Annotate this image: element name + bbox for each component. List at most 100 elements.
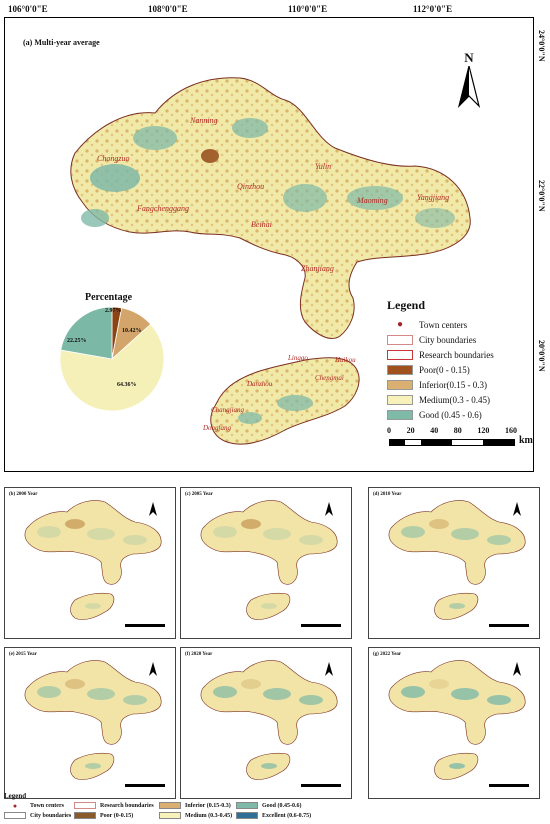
scale-unit: km <box>519 435 533 446</box>
longitude-label-108: 108°0'0"E <box>148 4 188 14</box>
inferior-swatch <box>159 802 181 809</box>
percentage-pie-chart <box>59 306 165 412</box>
city-label-maoming: Maoming <box>357 196 388 205</box>
city-label-haikou: Haikou <box>335 356 356 364</box>
city-label-dongfang: Dongfang <box>203 424 231 432</box>
city-label-zhanjiang: Zhanjiang <box>301 264 334 273</box>
city-label-nanning: Nanning <box>190 116 218 125</box>
medium-swatch <box>387 394 413 405</box>
year-map <box>388 500 529 627</box>
pie-slice-medium <box>59 323 165 412</box>
north-label: N <box>464 50 474 65</box>
longitude-label-112: 112°0'0"E <box>413 4 453 14</box>
legend-item-label: Medium(0.3 - 0.45) <box>419 394 490 405</box>
pie-label-poor: 2.97% <box>105 308 122 314</box>
pie-label-inferior: 10.42% <box>122 328 142 334</box>
north-arrow-icon <box>457 65 481 108</box>
year-map-panel: (d) 2010 Year <box>368 487 540 639</box>
bottom-legend-excellent: Excellent (0.6-0.75) <box>236 812 311 819</box>
year-map-panel: (g) 2022 Year <box>368 647 540 799</box>
city-label-danzhou: Danzhou <box>247 380 273 388</box>
bottom-legend-label: Inferior (0.15-0.3) <box>185 802 231 809</box>
legend-item-label: City boundaries <box>419 334 477 345</box>
year-map <box>200 500 341 627</box>
longitude-label-106: 106°0'0"E <box>8 4 48 14</box>
excellent-swatch <box>236 812 258 819</box>
scale-bar: 0 20 40 80 120 160 km <box>387 426 533 452</box>
bottom-legend-good: Good (0.45-0.6) <box>236 802 302 809</box>
city-boundary-swatch <box>4 812 26 819</box>
north-arrow: N <box>457 50 481 110</box>
scale-tick-40: 40 <box>430 426 439 435</box>
inferior-swatch <box>387 379 413 390</box>
year-map-title: (c) 2005 Year <box>185 492 213 497</box>
latitude-label-20: 20°0'0"N <box>537 340 546 372</box>
year-map <box>388 660 529 787</box>
legend-item-poor: Poor(0 - 0.15) <box>387 362 531 377</box>
legend-item-label: Good (0.45 - 0.6) <box>419 409 482 420</box>
city-label-yangjiang: Yangjiang <box>417 193 450 202</box>
year-map <box>24 660 165 787</box>
good-swatch <box>236 802 258 809</box>
bottom-legend-town-centers: ● Town centers <box>4 802 64 810</box>
pie-label-good: 22.25% <box>67 338 87 344</box>
legend-item-label: Research boundaries <box>419 349 494 360</box>
pie-slice-good <box>60 306 113 360</box>
legend-item-good: Good (0.45 - 0.6) <box>387 407 531 422</box>
year-map-title: (d) 2010 Year <box>373 492 402 497</box>
bottom-legend-label: Town centers <box>30 803 64 809</box>
legend-item-medium: Medium(0.3 - 0.45) <box>387 392 531 407</box>
main-legend: Legend ● Town centers City boundaries Re… <box>387 298 533 452</box>
city-label-chongzuo: Chongzuo <box>97 154 130 163</box>
bottom-legend-title: Legend <box>4 792 27 800</box>
research-boundary-swatch <box>74 802 96 809</box>
year-map-panel: (e) 2015 Year <box>4 647 176 799</box>
city-label-beihai: Beihai <box>251 220 272 229</box>
scale-tick-80: 80 <box>453 426 462 435</box>
pie-title: Percentage <box>85 292 133 303</box>
year-map-panel: (c) 2005 Year <box>180 487 352 639</box>
poor-swatch <box>387 364 413 375</box>
city-label-lingao: Lingao <box>288 354 308 362</box>
city-label-qinzhou: Qinzhou <box>237 182 265 191</box>
bottom-legend-research-boundaries: Research boundaries <box>74 802 154 809</box>
latitude-label-24: 24°0'0"N <box>537 30 546 62</box>
year-map <box>200 660 341 787</box>
legend-item-label: Town centers <box>419 319 468 330</box>
town-center-dot-icon: ● <box>396 319 404 330</box>
year-map <box>24 500 165 627</box>
year-map-title: (e) 2015 Year <box>9 652 37 657</box>
research-boundary-swatch <box>387 349 413 360</box>
latitude-label-22: 22°0'0"N <box>537 180 546 212</box>
bottom-legend-medium: Medium (0.3-0.45) <box>159 812 232 819</box>
city-boundary-swatch <box>387 334 413 345</box>
bottom-legend-label: City boundaries <box>30 812 72 819</box>
bottom-legend-inferior: Inferior (0.15-0.3) <box>159 802 231 809</box>
city-label-changjiang: Changjiang <box>211 406 245 414</box>
year-map-title: (b) 2000 Year <box>9 492 38 497</box>
city-label-chengmai: Chengmai <box>315 374 344 382</box>
main-panel-title: (a) Multi-year average <box>23 38 100 47</box>
scale-tick-0: 0 <box>387 426 391 435</box>
scale-tick-120: 120 <box>477 426 490 435</box>
bottom-legend-label: Poor (0-0.15) <box>100 812 134 819</box>
medium-swatch <box>159 812 181 819</box>
main-map <box>70 77 471 445</box>
legend-item-research-boundaries: Research boundaries <box>387 347 531 362</box>
legend-item-city-boundaries: City boundaries <box>387 332 531 347</box>
city-label-yulin: Yulin <box>315 162 332 171</box>
pie-label-medium: 64.36% <box>117 382 137 388</box>
bottom-legend-label: Research boundaries <box>100 802 154 809</box>
legend-item-town-centers: ● Town centers <box>387 317 531 332</box>
bottom-legend-label: Medium (0.3-0.45) <box>185 812 233 819</box>
legend-item-inferior: Inferior(0.15 - 0.3) <box>387 377 531 392</box>
good-swatch <box>387 409 413 420</box>
legend-item-label: Inferior(0.15 - 0.3) <box>419 379 487 390</box>
year-map-panel: (f) 2020 Year <box>180 647 352 799</box>
main-map-panel: (a) Multi-year average Nanning Chongzuo … <box>4 17 534 472</box>
year-map-title: (g) 2022 Year <box>373 652 402 657</box>
poor-swatch <box>74 812 96 819</box>
bottom-legend-poor: Poor (0-0.15) <box>74 812 133 819</box>
city-label-fangchenggang: Fangchenggang <box>137 204 189 213</box>
year-map-panel: (b) 2000 Year <box>4 487 176 639</box>
